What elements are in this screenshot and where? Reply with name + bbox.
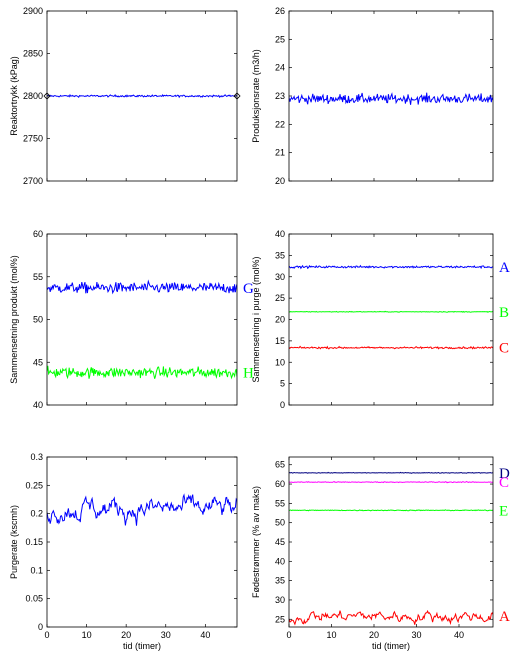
x-tick-label: 0 [286, 630, 291, 640]
y-axis-label: Fødestrømmer (% av maks) [251, 486, 261, 598]
axes-frame [288, 233, 494, 406]
y-tick-label: 40 [33, 400, 43, 410]
y-tick-label: 2750 [23, 134, 43, 144]
y-tick-label: 0.2 [30, 509, 43, 519]
y-tick-label: 55 [275, 498, 285, 508]
y-tick-label: 65 [275, 460, 285, 470]
series-line-1 [289, 92, 493, 105]
y-tick-label: 26 [275, 6, 285, 16]
y-tick-label: 0.15 [25, 537, 43, 547]
series-label: G [243, 281, 254, 297]
series-label: E [499, 503, 508, 519]
series-line-3 [289, 345, 493, 350]
x-tick-label: 10 [82, 630, 92, 640]
series-label: A [499, 260, 510, 276]
y-tick-label: 21 [275, 148, 285, 158]
chart-panel-3: G H 40 45 50 55 60 Sammensetning produkt (mol%) [9, 229, 254, 410]
y-tick-label: 30 [275, 272, 285, 282]
x-tick-label: 40 [454, 630, 464, 640]
y-tick-label: 0.25 [25, 480, 43, 490]
y-tick-label: 45 [33, 357, 43, 367]
x-tick-label: 0 [44, 630, 49, 640]
axes-frame [46, 456, 238, 628]
y-tick-label: 0 [38, 622, 43, 632]
x-tick-label: 30 [161, 630, 171, 640]
y-tick-label: 35 [275, 576, 285, 586]
series-line-4 [289, 609, 493, 626]
chart-panel-5: 0 0.05 0.1 0.15 0.2 0.25 0.3 0 10 20 30 40 Purgerate… [9, 452, 238, 651]
y-tick-label: 24 [275, 63, 285, 73]
y-axis-label: Sammensetning i purge (mol%) [251, 256, 261, 382]
y-tick-label: 15 [275, 336, 285, 346]
y-tick-label: 2900 [23, 6, 43, 16]
y-tick-label: 35 [275, 250, 285, 260]
chart-panel-6: DCE A 25 30 35 40 45 50 55 60 65 0 10 20 30 40 Fødestrøm… [251, 456, 510, 651]
y-axis-label: Purgerate (kscmh) [9, 505, 19, 579]
y-tick-label: 2700 [23, 176, 43, 186]
series-label: C [499, 475, 509, 491]
axes-frame [46, 233, 238, 406]
series-label: C [499, 341, 509, 357]
series-line-1 [47, 493, 237, 526]
series-label: D [499, 466, 510, 482]
y-tick-label: 0.3 [30, 452, 43, 462]
y-tick-label: 45 [275, 537, 285, 547]
chart-panel-4: A B C 0 5 10 15 20 25 30 35 40 Sammensetning i purge… [251, 229, 510, 410]
y-tick-label: 20 [275, 315, 285, 325]
series-line-1 [289, 264, 493, 270]
series-line-1 [47, 279, 237, 295]
x-tick-label: 40 [200, 630, 210, 640]
x-tick-label: 30 [411, 630, 421, 640]
y-tick-label: 30 [275, 595, 285, 605]
y-axis-label: Produksjonsrate (m3/h) [251, 49, 261, 143]
series-label: A [499, 609, 510, 625]
y-tick-label: 50 [33, 315, 43, 325]
y-tick-label: 55 [33, 272, 43, 282]
x-axis-label: tid (timer) [123, 641, 161, 651]
y-axis-label: Sammensetning produkt (mol%) [9, 255, 19, 384]
series-line-2 [289, 480, 493, 484]
x-tick-label: 20 [369, 630, 379, 640]
series-line-2 [47, 365, 237, 380]
x-axis-label: tid (timer) [372, 641, 410, 651]
y-tick-label: 25 [275, 34, 285, 44]
chart-panel-1: 2700 2750 2800 2850 2900 Reaktortrykk (kPag) [9, 6, 241, 186]
x-tick-label: 20 [121, 630, 131, 640]
end-marker-2 [233, 92, 241, 100]
y-tick-label: 0.1 [30, 565, 43, 575]
y-tick-label: 0 [280, 400, 285, 410]
y-tick-label: 25 [275, 614, 285, 624]
y-tick-label: 0.05 [25, 594, 43, 604]
y-tick-label: 40 [275, 229, 285, 239]
y-tick-label: 20 [275, 176, 285, 186]
y-tick-label: 60 [33, 229, 43, 239]
y-tick-label: 40 [275, 556, 285, 566]
y-tick-label: 2800 [23, 91, 43, 101]
y-tick-label: 2850 [23, 49, 43, 59]
series-label: B [499, 305, 509, 321]
y-tick-label: 25 [275, 293, 285, 303]
series-line-1 [289, 471, 493, 474]
y-tick-label: 5 [280, 379, 285, 389]
series-label: H [243, 366, 254, 382]
chart-panel-2: 20 21 22 23 24 25 26 Produksjonsrate (m3/h) [251, 6, 494, 186]
series-line-2 [289, 310, 493, 313]
series-line-3 [289, 509, 493, 512]
x-tick-label: 10 [326, 630, 336, 640]
y-tick-label: 23 [275, 91, 285, 101]
series-line-1 [47, 93, 237, 99]
y-tick-label: 22 [275, 119, 285, 129]
y-tick-label: 10 [275, 357, 285, 367]
y-tick-label: 50 [275, 518, 285, 528]
y-tick-label: 60 [275, 479, 285, 489]
y-axis-label: Reaktortrykk (kPag) [9, 56, 19, 136]
